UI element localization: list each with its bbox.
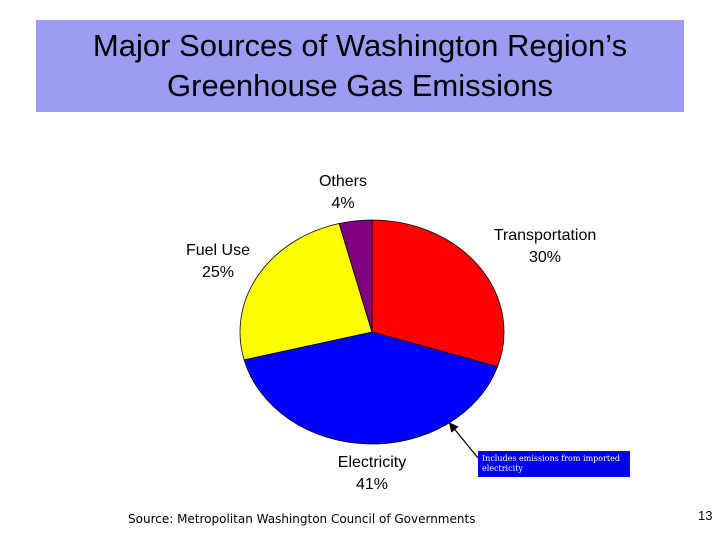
page-number: 13 bbox=[698, 508, 713, 523]
pie-slice bbox=[371, 219, 505, 368]
slice-label: Electricity bbox=[338, 454, 406, 471]
slice-value-label: 30% bbox=[529, 249, 561, 266]
slice-label: Fuel Use bbox=[186, 242, 250, 259]
annotation-arrow bbox=[448, 422, 479, 459]
annotation: Includes emissions from imported electri… bbox=[478, 451, 630, 477]
pie-slice bbox=[243, 331, 499, 445]
pie-slice bbox=[338, 219, 373, 333]
slice-value-label: 41% bbox=[356, 476, 388, 493]
slice-value-label: 4% bbox=[331, 195, 354, 212]
source: Source: Metropolitan Washington Council … bbox=[128, 512, 476, 526]
pie-slice bbox=[239, 223, 373, 361]
chart-title: Major Sources of Washington Region’s Gre… bbox=[36, 20, 684, 112]
slice-value-label: 25% bbox=[202, 264, 234, 281]
slice-label: Others bbox=[319, 173, 367, 190]
slice-label: Transportation bbox=[494, 227, 597, 244]
